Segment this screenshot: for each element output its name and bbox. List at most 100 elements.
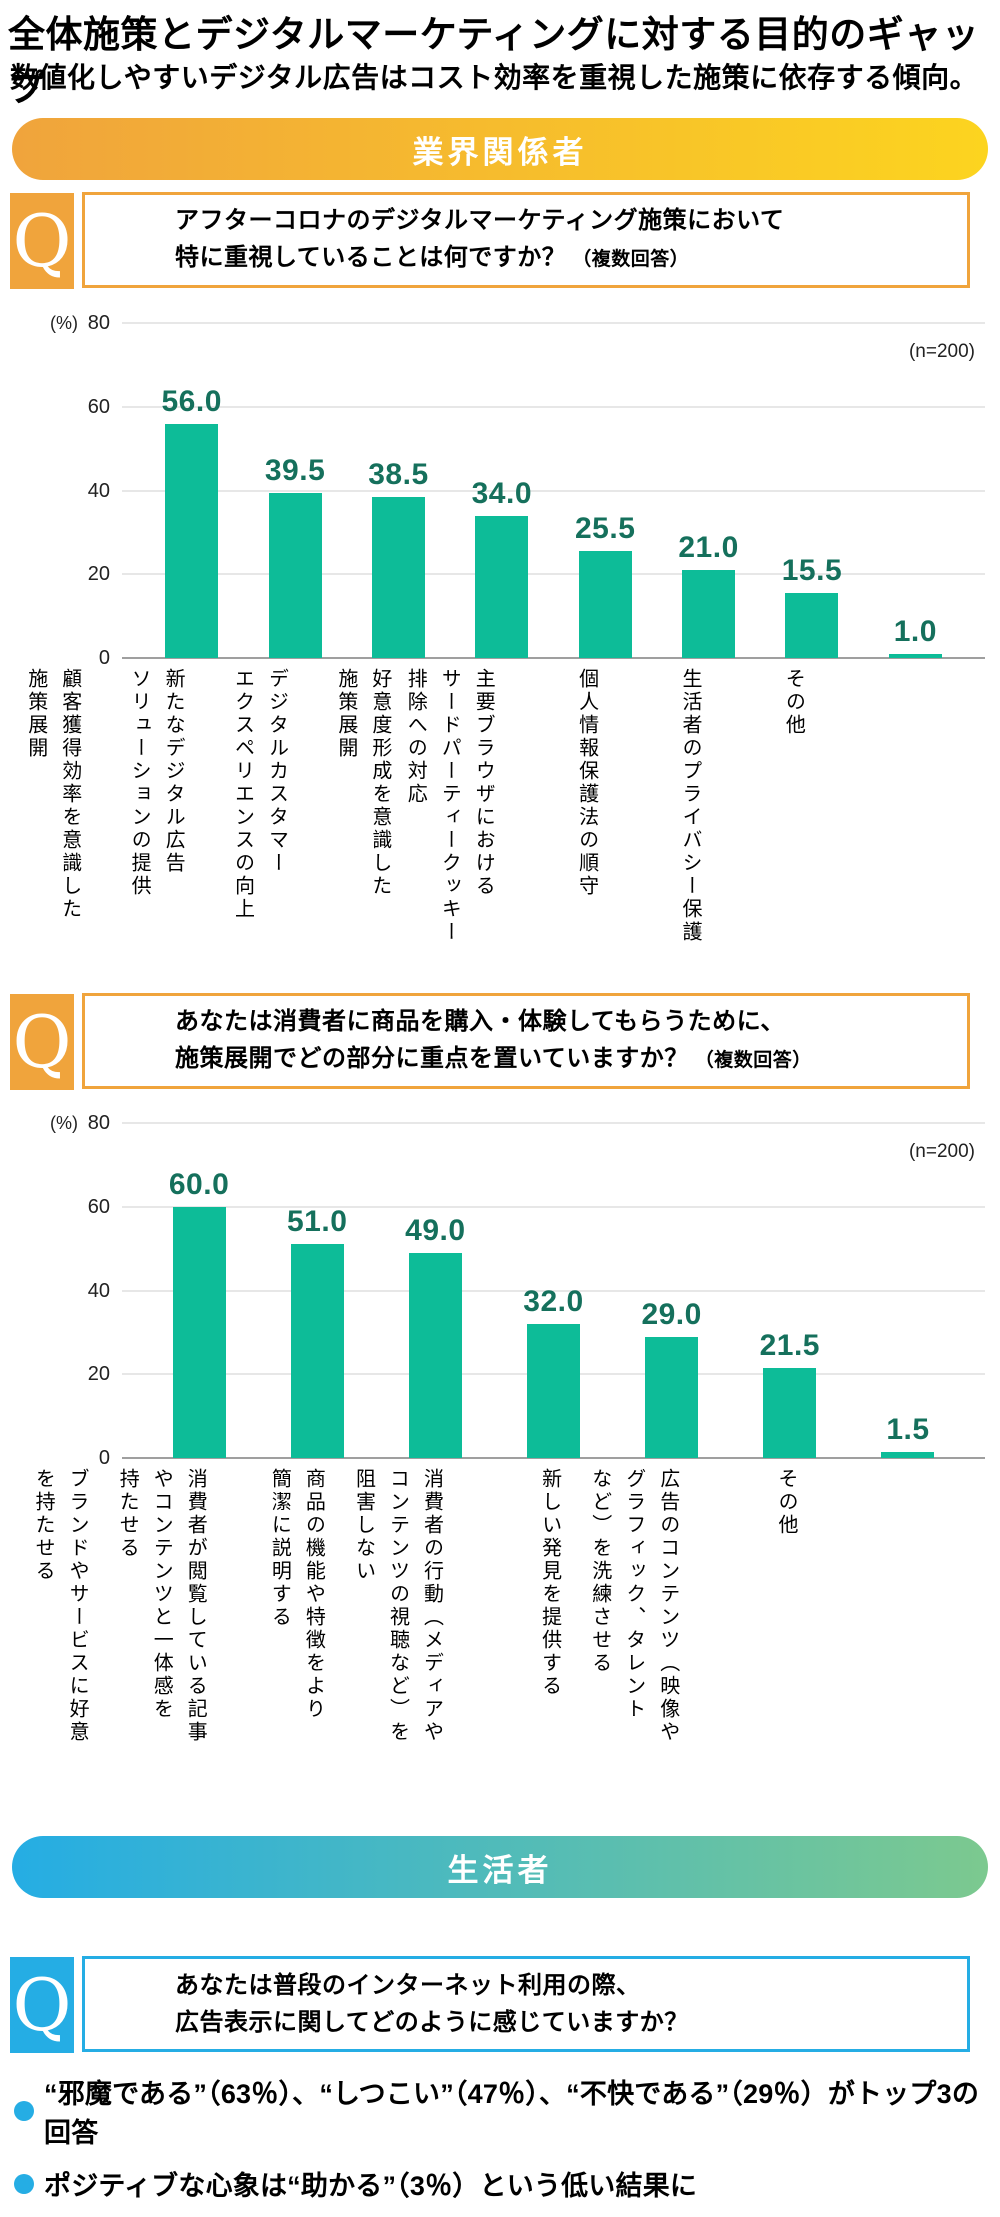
bar-category-label: 新たなデジタル広告 ソリューションの提供 bbox=[128, 668, 185, 898]
bar bbox=[645, 1336, 699, 1458]
section-band-industry: 業界関係者 bbox=[12, 118, 988, 180]
bar bbox=[682, 570, 736, 658]
question-text-line2: 特に重視していることは何ですか？ （複数回答） bbox=[175, 244, 690, 271]
q-letter: Q bbox=[12, 199, 72, 283]
y-tick-label: 20 bbox=[87, 1363, 110, 1386]
bar-category-label: ブランドやサービスに好意 を持たせる bbox=[32, 1468, 89, 1744]
chart-category-labels: ブランドやサービスに好意 を持たせる 消費者が閲覧している記事 やコンテンツと一体… bbox=[0, 1468, 863, 1773]
finding-item: “邪魔である”（63％）、“しつこい”（47％）、“不快である”（29％）がトッ… bbox=[14, 2072, 994, 2150]
bar bbox=[578, 551, 632, 658]
bullet-dot-icon bbox=[14, 2101, 34, 2121]
question-text-line1: アフターコロナのデジタルマーケティング施策において bbox=[175, 207, 785, 234]
bar-value-label: 56.0 bbox=[161, 384, 222, 418]
multi-answer-note: （複数回答） bbox=[694, 1050, 812, 1071]
gridline bbox=[122, 1122, 985, 1124]
bar-category-label: その他 bbox=[782, 668, 805, 737]
finding-item: ポジティブな心象は“助かる”（3％）という低い結果に bbox=[14, 2164, 994, 2203]
y-tick-label: 60 bbox=[87, 395, 110, 418]
bar-category-label: 生活者のプライバシー保護 bbox=[678, 668, 701, 944]
bar-category-label: 新しい発見を提供する bbox=[538, 1468, 561, 1698]
bullet-dot-icon bbox=[14, 2173, 34, 2194]
finding-text: “邪魔である”（63％）、“しつこい”（47％）、“不快である”（29％）がトッ… bbox=[44, 2079, 980, 2148]
bar-category-label: 個人情報保護法の順守 bbox=[575, 668, 598, 898]
question-row-2: Q あなたは消費者に商品を購入・体験してもらうために、 施策展開でどの部分に重点… bbox=[10, 993, 970, 1090]
y-tick-label: 20 bbox=[87, 563, 110, 586]
question-text-line1: あなたは消費者に商品を購入・体験してもらうために、 bbox=[175, 1008, 785, 1035]
section-band-consumer: 生活者 bbox=[12, 1836, 988, 1898]
bar-value-label: 25.5 bbox=[574, 512, 636, 546]
sample-size-label: (n=200) bbox=[908, 1141, 975, 1162]
gridline bbox=[122, 573, 985, 576]
question-text-line1: あなたは普段のインターネット利用の際、 bbox=[175, 1972, 641, 1999]
bar bbox=[763, 1367, 817, 1458]
y-tick-label: 80 bbox=[87, 1112, 110, 1134]
question-text-line2: 施策展開でどの部分に重点を置いていますか？ （複数回答） bbox=[175, 1045, 812, 1072]
q-letter: Q bbox=[12, 1963, 72, 2047]
q-badge: Q bbox=[10, 994, 74, 1090]
bar-category-label: 消費者が閲覧している記事 やコンテンツと一体感を 持たせる bbox=[116, 1468, 207, 1744]
bar-value-label: 21.0 bbox=[678, 531, 739, 565]
chart-category-labels: 顧客獲得効率を意識した 施策展開 新たなデジタル広告 ソリューションの提供 デジタル… bbox=[0, 668, 863, 973]
bar bbox=[165, 423, 219, 658]
bar bbox=[475, 515, 529, 658]
gridline bbox=[122, 489, 985, 492]
bar-value-label: 60.0 bbox=[168, 1167, 230, 1201]
bar bbox=[888, 653, 942, 658]
x-axis-line bbox=[122, 1457, 985, 1459]
page-subtitle: 数値化しやすいデジタル広告はコスト効率を重視した施策に依存する傾向。 bbox=[10, 62, 979, 93]
bar-value-label: 1.5 bbox=[886, 1412, 930, 1446]
gridline bbox=[122, 1289, 985, 1292]
finding-text: ポジティブな心象は“助かる”（3％）という低い結果に bbox=[44, 2171, 698, 2201]
q-badge: Q bbox=[10, 193, 74, 289]
bar-value-label: 29.0 bbox=[641, 1297, 702, 1331]
bar-value-label: 34.0 bbox=[471, 476, 532, 510]
bar-category-label: 好意度形成を意識した 施策展開 bbox=[334, 668, 391, 898]
bar-value-label: 39.5 bbox=[264, 453, 326, 487]
bar bbox=[408, 1252, 462, 1458]
y-tick-label: 80 bbox=[87, 312, 110, 334]
bar-category-label: 主要ブラウザにおける サードパーティークッキー 排除への対応 bbox=[404, 668, 495, 944]
q-badge: Q bbox=[10, 1957, 74, 2053]
bar-value-label: 49.0 bbox=[405, 1213, 466, 1247]
bar-value-label: 1.0 bbox=[893, 614, 937, 648]
question-box: あなたは消費者に商品を購入・体験してもらうために、 施策展開でどの部分に重点を置… bbox=[82, 993, 970, 1089]
bar bbox=[785, 593, 839, 658]
bar-value-label: 15.5 bbox=[781, 554, 843, 588]
bar-category-label: その他 bbox=[774, 1468, 797, 1537]
question-text-line2: 広告表示に関してどのように感じていますか？ bbox=[175, 2009, 689, 2036]
bar bbox=[371, 496, 425, 658]
y-axis-unit-label: (%) bbox=[50, 313, 78, 333]
bar-value-label: 32.0 bbox=[523, 1285, 584, 1318]
findings-list: “邪魔である”（63％）、“しつこい”（47％）、“不快である”（29％）がトッ… bbox=[14, 2072, 994, 2217]
gridline bbox=[122, 322, 985, 324]
question-row-3: Q あなたは普段のインターネット利用の際、 広告表示に関してどのように感じていま… bbox=[10, 1956, 970, 2053]
x-axis-line bbox=[122, 657, 985, 659]
bar-value-label: 21.5 bbox=[759, 1328, 820, 1362]
gridline bbox=[122, 1205, 985, 1208]
bar-category-label: 消費者の行動（メディアや コンテンツの視聴など）を 阻害しない bbox=[352, 1468, 443, 1744]
y-tick-label: 60 bbox=[87, 1195, 110, 1218]
section-band-consumer-label: 生活者 bbox=[447, 1852, 553, 1888]
bar-category-label: デジタルカスタマー エクスペリエンスの向上 bbox=[231, 668, 288, 921]
y-axis-unit-label: (%) bbox=[50, 1113, 78, 1133]
bar-category-label: 顧客獲得効率を意識した 施策展開 bbox=[24, 668, 81, 921]
bar bbox=[527, 1324, 580, 1458]
multi-answer-note: （複数回答） bbox=[572, 249, 690, 270]
bar bbox=[881, 1451, 935, 1458]
question-box: あなたは普段のインターネット利用の際、 広告表示に関してどのように感じていますか… bbox=[82, 1956, 970, 2052]
y-tick-label: 40 bbox=[87, 1279, 110, 1302]
y-tick-label: 0 bbox=[98, 1447, 110, 1469]
y-tick-label: 40 bbox=[87, 479, 110, 502]
gridline bbox=[122, 405, 985, 408]
bar bbox=[290, 1244, 344, 1458]
question-box: アフターコロナのデジタルマーケティング施策において 特に重視していることは何です… bbox=[82, 192, 970, 288]
bar bbox=[268, 492, 322, 658]
question-row-1: Q アフターコロナのデジタルマーケティング施策において 特に重視していることは何… bbox=[10, 192, 970, 289]
q-letter: Q bbox=[12, 1000, 72, 1084]
y-tick-label: 0 bbox=[98, 647, 110, 669]
bar-category-label: 商品の機能や特徴をより 簡潔に説明する bbox=[268, 1468, 325, 1721]
chart-plot-area: 80 60 40 20 0 (%) (n=200) 56.0 39.5 38.5 34.0 25.5 2… bbox=[50, 312, 985, 669]
section-band-industry-label: 業界関係者 bbox=[412, 134, 588, 170]
bar-category-label: 広告のコンテンツ（映像や グラフィック、タレント など）を洗練させる bbox=[588, 1468, 679, 1744]
sample-size-label: (n=200) bbox=[908, 341, 975, 362]
